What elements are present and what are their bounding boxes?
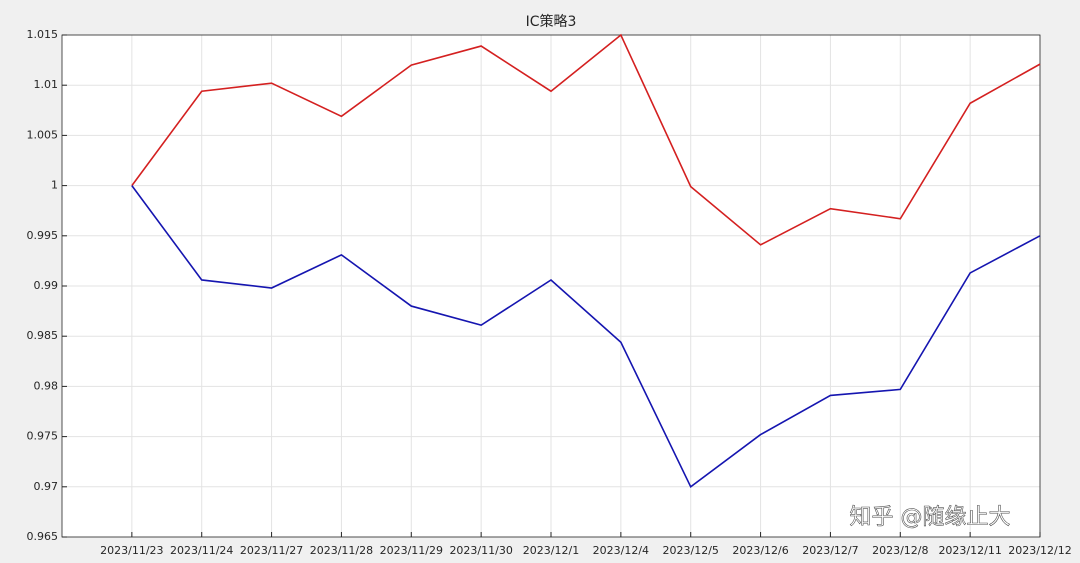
x-tick-label: 2023/12/11 <box>938 544 1001 557</box>
y-tick-label: 0.965 <box>27 530 59 543</box>
y-tick-label: 1 <box>51 179 58 192</box>
x-tick-label: 2023/12/1 <box>523 544 579 557</box>
x-tick-label: 2023/12/5 <box>663 544 719 557</box>
y-tick-label: 1.005 <box>27 128 59 141</box>
x-tick-label: 2023/12/4 <box>593 544 649 557</box>
axes-box <box>61 34 1041 538</box>
y-tick-label: 0.975 <box>27 430 59 443</box>
x-tick-label: 2023/11/29 <box>380 544 443 557</box>
y-tick-label: 0.985 <box>27 329 59 342</box>
line-series <box>131 33 1041 246</box>
y-tick-label: 0.995 <box>27 229 59 242</box>
y-tick-label: 1.01 <box>34 78 59 91</box>
y-tick-label: 0.99 <box>34 279 59 292</box>
x-tick-label: 2023/12/6 <box>732 544 788 557</box>
watermark: 知乎 @随缘止大 <box>850 505 1011 530</box>
y-tick-label: 1.015 <box>27 28 59 41</box>
y-tick-label: 0.97 <box>34 480 59 493</box>
y-tick-label: 0.98 <box>34 379 59 392</box>
x-tick-label: 2023/11/27 <box>240 544 303 557</box>
x-tick-label: 2023/11/28 <box>310 544 373 557</box>
x-tick-label: 2023/11/23 <box>100 544 163 557</box>
x-tick-label: 2023/12/12 <box>1008 544 1071 557</box>
chart-title: IC策略3 <box>526 13 577 30</box>
x-tick-label: 2023/12/8 <box>872 544 928 557</box>
x-tick-label: 2023/11/24 <box>170 544 233 557</box>
x-tick-label: 2023/11/30 <box>449 544 512 557</box>
x-tick-label: 2023/12/7 <box>802 544 858 557</box>
line-series <box>131 185 1041 489</box>
